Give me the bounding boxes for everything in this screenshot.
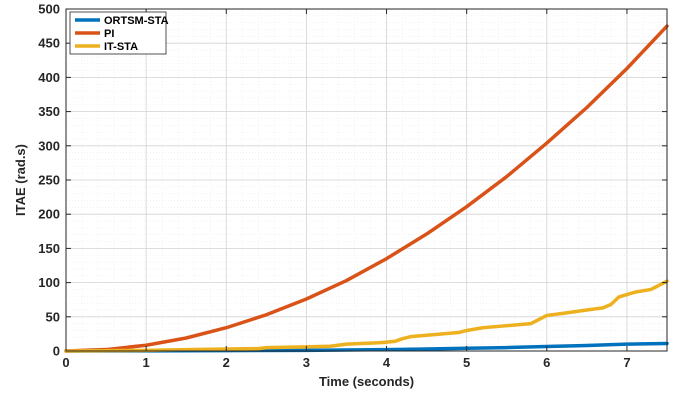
series-line-pi: [64, 24, 669, 353]
x-tick-label: 6: [543, 355, 550, 370]
y-tick-label: 0: [53, 344, 60, 359]
y-tick-label: 500: [38, 2, 60, 17]
y-tick-label: 300: [38, 138, 60, 153]
x-axis-title: Time (seconds): [319, 374, 414, 389]
y-tick-label: 100: [38, 275, 60, 290]
y-tick-label: 350: [38, 104, 60, 119]
x-tick-label: 3: [303, 355, 310, 370]
series-line-it-sta: [64, 279, 669, 353]
y-tick-label: 150: [38, 241, 60, 256]
y-tick-label: 450: [38, 36, 60, 51]
y-axis-title: ITAE (rad.s): [13, 144, 28, 216]
x-tick-label: 2: [223, 355, 230, 370]
tick-marks: [65, 8, 667, 352]
legend-label-it-sta: IT-STA: [104, 41, 138, 53]
y-tick-label: 250: [38, 173, 60, 188]
x-tick-label: 1: [143, 355, 150, 370]
y-tick-label: 400: [38, 70, 60, 85]
x-tick-label: 4: [383, 355, 391, 370]
legend-label-ortsm-sta: ORTSM-STA: [104, 15, 169, 27]
x-tick-labels: 0 1 2 3 4 5 6 7: [62, 355, 630, 370]
x-tick-label: 5: [463, 355, 470, 370]
y-tick-labels: 0 50 100 150 200 250 300 350 400 450 500: [38, 2, 60, 359]
x-tick-label: 7: [623, 355, 630, 370]
y-tick-label: 50: [46, 309, 60, 324]
y-tick-label: 200: [38, 207, 60, 222]
x-tick-label: 0: [62, 355, 69, 370]
legend-label-pi: PI: [104, 28, 114, 40]
